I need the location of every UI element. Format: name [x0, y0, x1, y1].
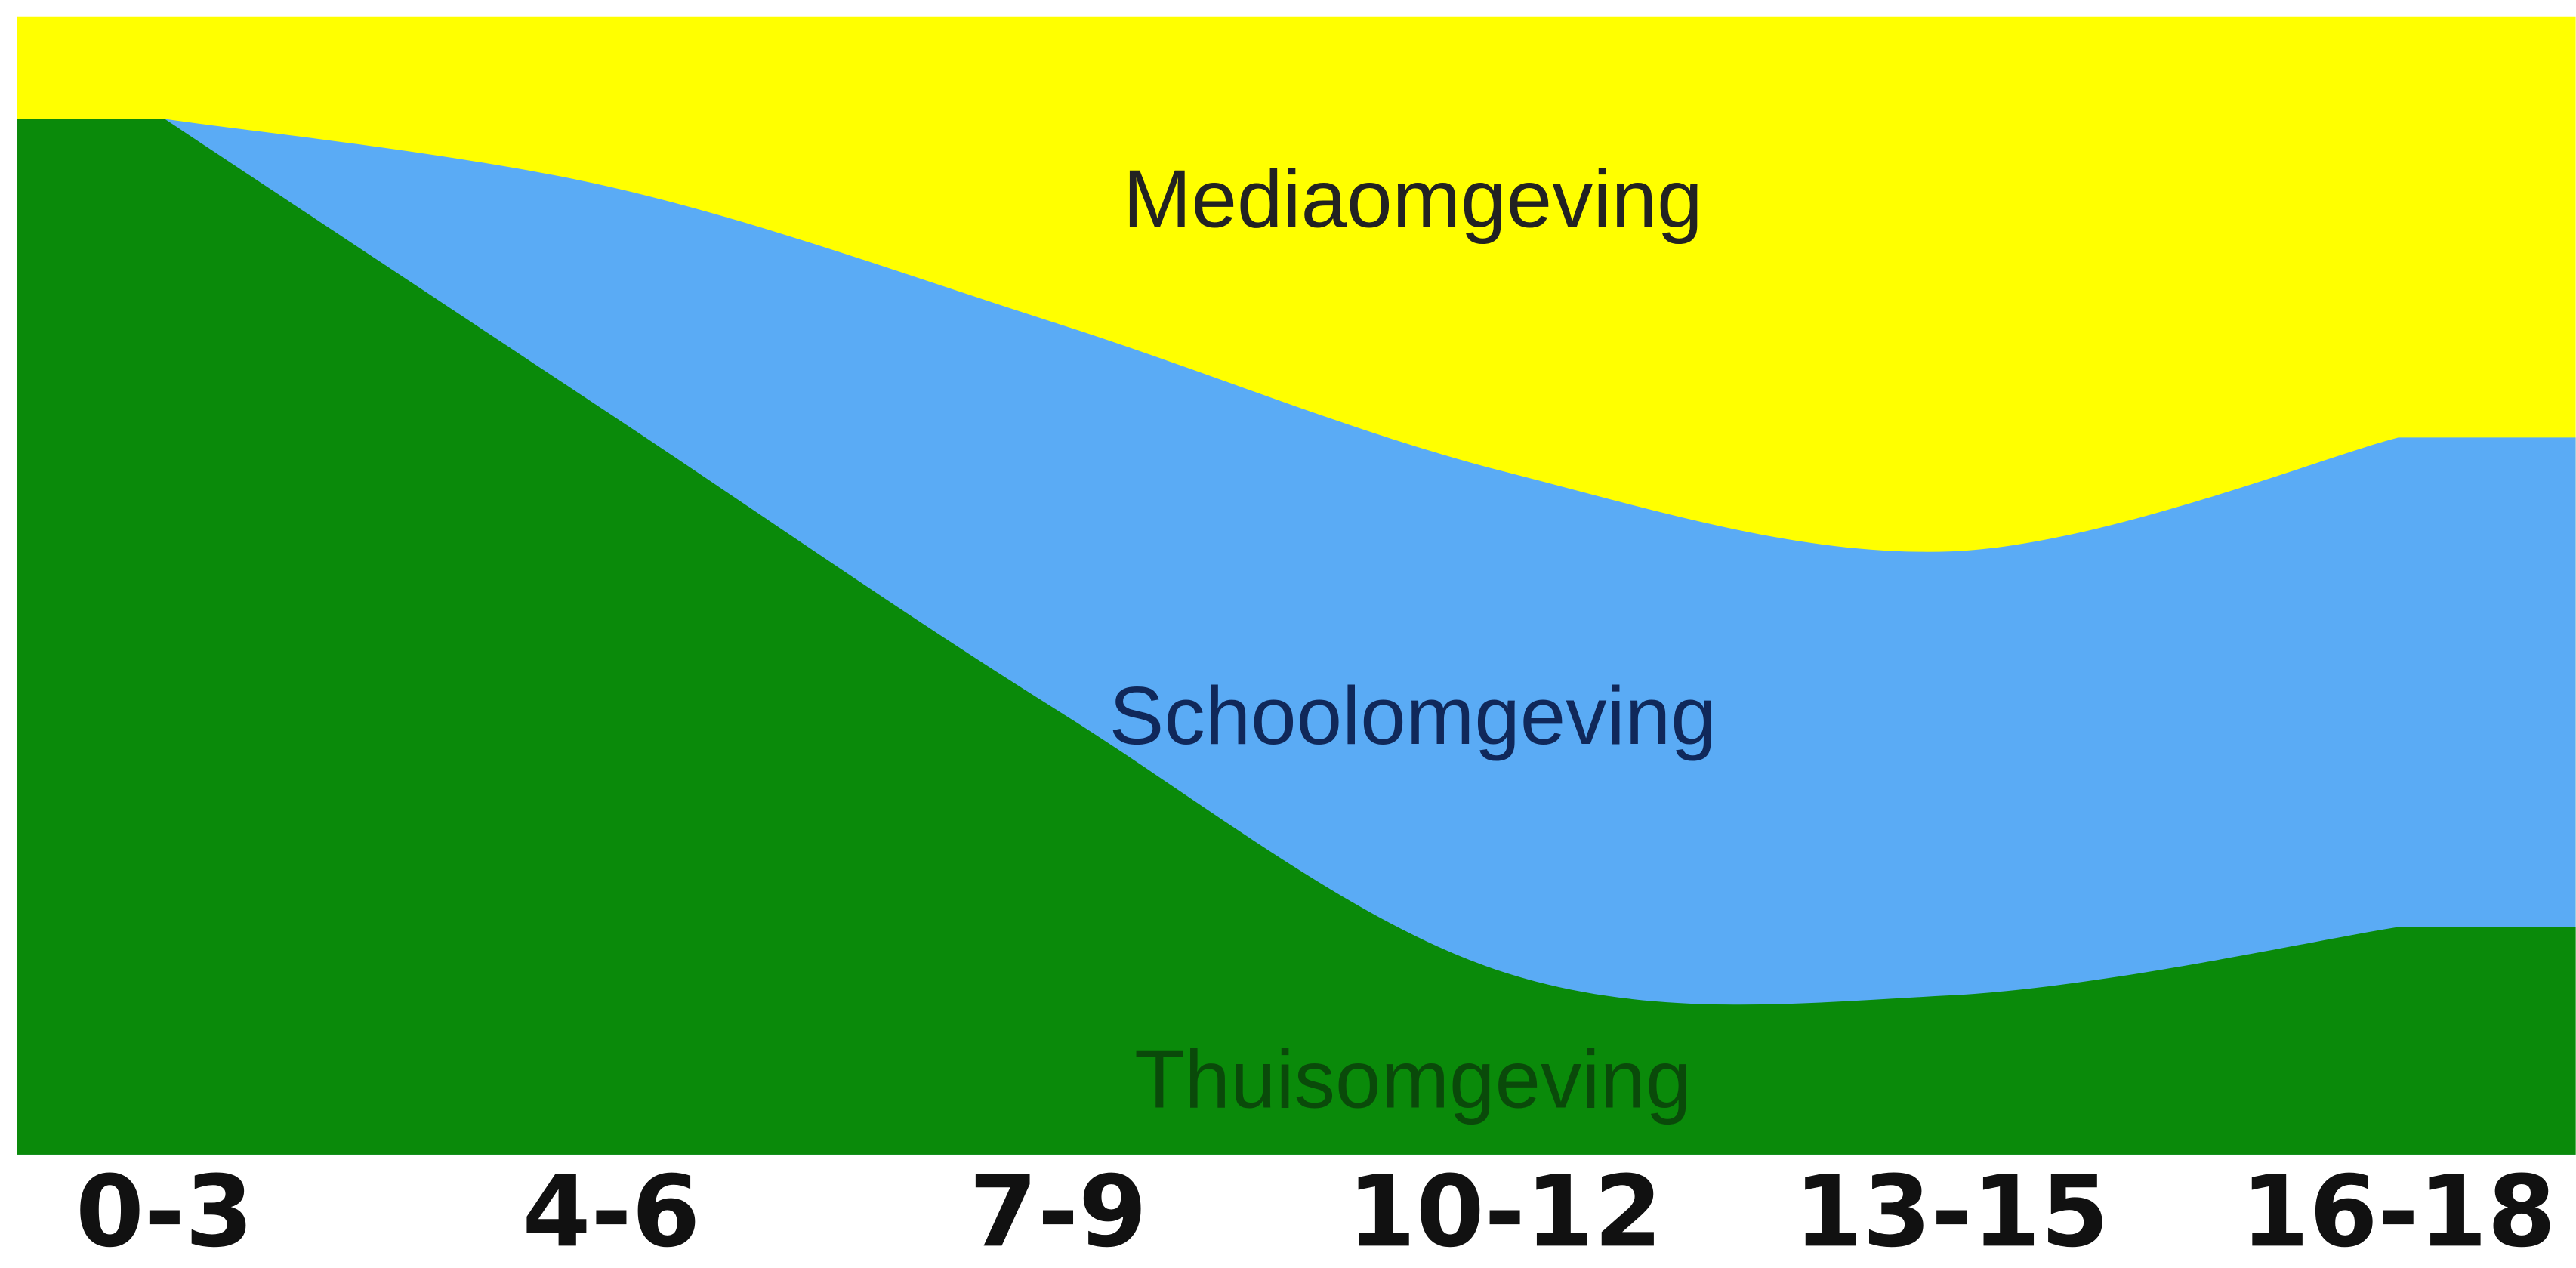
- area-layer: [17, 119, 2576, 1155]
- series-label: Thuisomgeving: [1134, 1034, 1691, 1125]
- labels: Thuisomgeving Schoolomgeving Mediaomgeving…: [76, 154, 2556, 1268]
- areas: [17, 16, 2576, 1155]
- x-tick-label: 10-12: [1347, 1154, 1662, 1268]
- series-label: Mediaomgeving: [1123, 154, 1703, 245]
- x-tick-label: 13-15: [1794, 1154, 2109, 1268]
- x-tick-label: 16-18: [2241, 1154, 2556, 1268]
- x-tick-label: 0-3: [76, 1154, 254, 1268]
- x-tick-label: 7-9: [969, 1154, 1147, 1268]
- x-tick-label: 4-6: [523, 1154, 701, 1268]
- series-label: Schoolomgeving: [1109, 671, 1717, 762]
